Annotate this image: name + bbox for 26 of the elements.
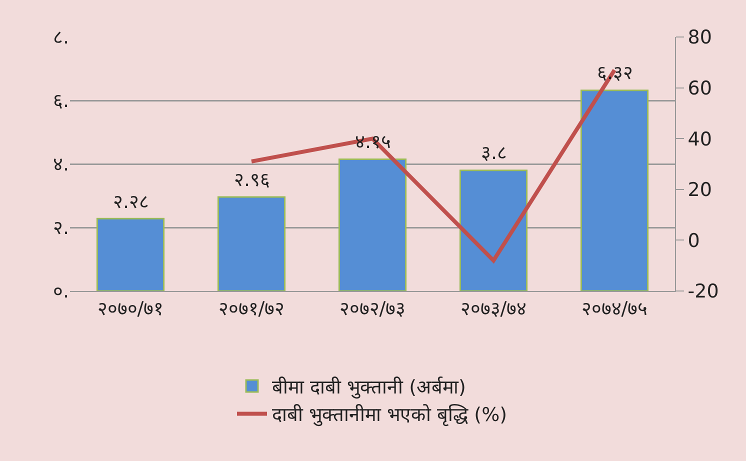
y-tick-label: ४. bbox=[52, 154, 69, 176]
x-tick-label: २०७१/७२ bbox=[218, 298, 285, 320]
y2-tick-label: -20 bbox=[688, 280, 719, 303]
y-tick-label: ६. bbox=[52, 90, 69, 112]
y-tick-label: ०. bbox=[52, 280, 69, 303]
bar bbox=[459, 170, 528, 291]
legend-label: दाबी भुक्तानीमा भएको बृद्धि (%) bbox=[272, 403, 508, 428]
bar bbox=[338, 158, 407, 291]
data-label: ३.८ bbox=[481, 142, 508, 164]
data-label: २.९६ bbox=[234, 169, 270, 191]
bar bbox=[96, 218, 165, 291]
bar bbox=[580, 90, 649, 291]
y2-tick-label: 80 bbox=[688, 26, 712, 49]
data-label: २.२८ bbox=[113, 191, 150, 213]
x-tick-label: २०७३/७४ bbox=[460, 298, 527, 320]
y2-tick-label: 60 bbox=[688, 77, 712, 100]
y2-tick-label: 0 bbox=[688, 230, 700, 252]
y-tick-label: ८. bbox=[52, 26, 69, 49]
y-tick-label: २. bbox=[52, 217, 69, 240]
x-tick-label: २०७२/७३ bbox=[339, 298, 406, 320]
x-tick-label: २०७४/७५ bbox=[581, 298, 648, 320]
y2-tick-label: 40 bbox=[688, 128, 712, 150]
legend-label: बीमा दाबी भुक्तानी (अर्बमा) bbox=[272, 375, 466, 400]
y2-tick-label: 20 bbox=[688, 179, 712, 202]
bar bbox=[217, 196, 286, 291]
x-tick-label: २०७०/७१ bbox=[97, 298, 164, 320]
